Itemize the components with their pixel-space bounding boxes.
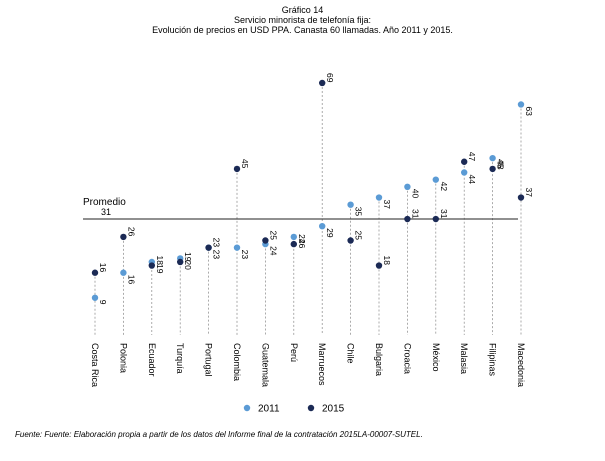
value-label-2015: 47 [467, 152, 477, 162]
point-2015 [148, 262, 155, 269]
value-label-2011: 42 [439, 182, 449, 192]
value-label-2011: 44 [467, 174, 477, 184]
value-label-2011: 23 [240, 250, 250, 260]
point-2011 [233, 244, 241, 251]
category-label: Colombia [232, 343, 242, 381]
chart-subtitle-1: Servicio minorista de telefonía fija: [233, 15, 372, 25]
point-2015 [461, 158, 468, 165]
value-label-2015: 18 [382, 256, 392, 266]
value-label-2015: 16 [98, 263, 108, 273]
point-2011 [375, 194, 383, 201]
source-note: Fuente: Fuente: Elaboración propia a par… [15, 430, 423, 439]
point-2011 [517, 101, 525, 108]
value-label-2015: 25 [268, 231, 278, 241]
value-label-2015: 19 [183, 252, 193, 262]
value-label-2015: 23 [212, 238, 222, 248]
point-2011 [461, 169, 468, 176]
point-2011 [319, 222, 326, 230]
category-label: Guatemala [260, 343, 270, 387]
value-label-2011: 48 [496, 160, 506, 170]
category-label: Perú [289, 343, 299, 362]
point-2011 [404, 183, 411, 190]
legend-marker-2015 [307, 404, 315, 412]
point-2015 [319, 79, 326, 87]
point-2011 [290, 233, 297, 241]
value-label-2011: 20 [183, 260, 193, 270]
value-label-2015: 37 [524, 188, 534, 198]
point-2011 [489, 154, 496, 162]
legend-label-2015: 2015 [322, 404, 345, 415]
category-label: Macedonia [516, 343, 526, 387]
category-label: Filipinas [488, 343, 498, 377]
point-2015 [404, 215, 411, 223]
category-label: Costa Rica [90, 343, 100, 387]
category-label: Polonia [118, 343, 128, 373]
chart-title: Gráfico 14 [281, 5, 324, 15]
point-2015 [290, 240, 297, 248]
point-2015 [120, 233, 127, 241]
point-2011 [91, 294, 99, 301]
category-label: Chile [346, 343, 356, 364]
point-2015 [375, 262, 383, 269]
point-2015 [262, 237, 269, 244]
average-value-label: 31 [101, 207, 111, 217]
category-label: Marruecos [317, 343, 327, 386]
category-label: Bulgaria [374, 343, 384, 376]
value-label-2015: 18 [155, 256, 165, 266]
point-2011 [347, 201, 354, 208]
value-label-2011: 26 [297, 239, 307, 249]
value-label-2015: 45 [240, 159, 250, 169]
value-label-2011: 37 [382, 200, 392, 210]
category-label: Turquía [175, 343, 185, 374]
point-2015 [205, 244, 212, 251]
legend-label-2011: 2011 [258, 404, 280, 415]
value-label-2015: 26 [126, 227, 136, 237]
value-label-2011: 23 [212, 250, 222, 260]
category-label: Croacia [402, 343, 412, 374]
chart-subtitle-2: Evolución de precios en USD PPA. Canasta… [152, 25, 453, 35]
value-label-2011: 35 [354, 207, 364, 217]
value-label-2011: 19 [155, 264, 165, 274]
category-label: Ecuador [147, 343, 157, 377]
value-label-2011: 29 [325, 228, 335, 238]
value-label-2015: 45 [496, 159, 506, 169]
point-2015 [177, 258, 184, 266]
value-label-2015: 69 [325, 73, 335, 83]
value-label-2011: 16 [126, 275, 136, 285]
point-2011 [120, 269, 127, 276]
point-2011 [432, 176, 439, 183]
point-2015 [91, 269, 99, 276]
value-label-2011: 24 [268, 246, 278, 256]
value-label-2015: 25 [354, 231, 364, 241]
value-label-2015: 24 [297, 234, 307, 244]
point-2015 [347, 237, 354, 244]
value-label-2011: 9 [98, 300, 108, 305]
category-label: Malasia [459, 343, 469, 374]
category-label: México [431, 343, 441, 372]
value-label-2015: 31 [439, 209, 449, 219]
value-label-2011: 40 [410, 189, 420, 199]
point-2015 [432, 215, 439, 223]
value-label-2015: 31 [410, 209, 420, 219]
average-label: Promedio [83, 197, 126, 208]
point-2015 [233, 165, 241, 173]
legend-marker-2011 [243, 404, 251, 412]
value-label-2011: 63 [524, 106, 534, 116]
point-2015 [517, 194, 525, 201]
point-2015 [489, 165, 496, 173]
category-label: Portugal [204, 343, 214, 377]
